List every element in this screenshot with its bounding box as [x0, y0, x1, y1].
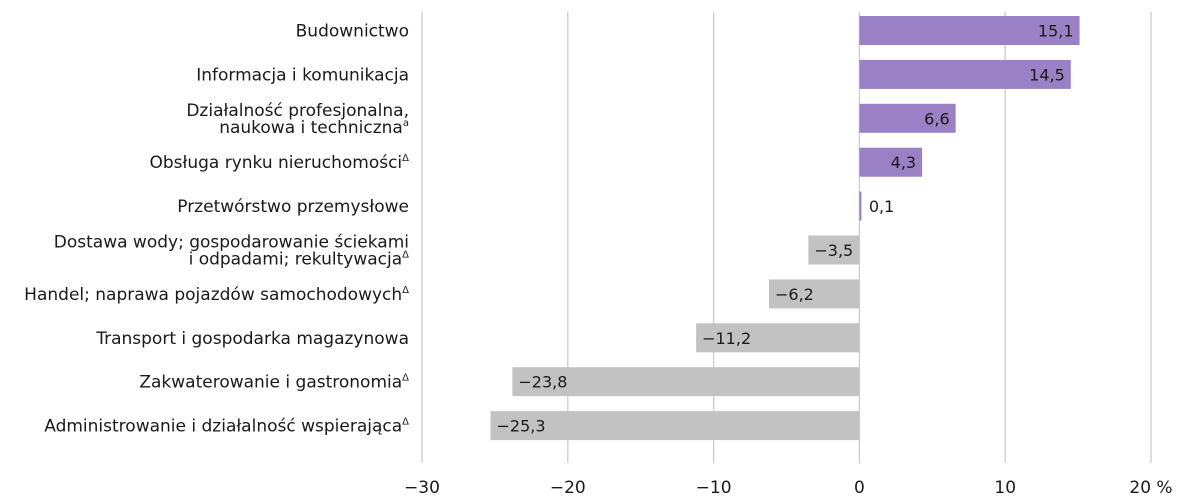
bars — [490, 16, 1080, 441]
category-label-line: Administrowanie i działalność wspierając… — [44, 417, 402, 437]
bar — [512, 367, 860, 397]
category-label: Działalność profesjonalna, naukowa i tech… — [186, 101, 409, 138]
bar — [490, 411, 860, 441]
category-label: Zakwaterowanie i gastronomiaΔ — [139, 373, 409, 393]
category-label-line: Handel; naprawa pojazdów samochodowych — [24, 285, 402, 305]
data-label: −25,3 — [497, 417, 546, 436]
category-footnote-mark: a — [403, 118, 409, 129]
category-label-line: Transport i gospodarka magazynowa — [95, 329, 409, 349]
data-label: −6,2 — [775, 285, 814, 304]
category-label: Informacja i komunikacja — [196, 65, 409, 85]
category-label-line: Zakwaterowanie i gastronomia — [139, 373, 402, 393]
category-label-line: naukowa i techniczna — [219, 118, 403, 138]
category-label-line: Działalność profesjonalna, — [186, 101, 409, 121]
category-label: Transport i gospodarka magazynowa — [95, 329, 409, 349]
bar — [808, 235, 860, 265]
category-label: Budownictwo — [296, 22, 409, 42]
data-label: 14,5 — [1029, 65, 1065, 84]
category-label-line: Obsługa rynku nieruchomości — [149, 153, 402, 173]
bar — [859, 103, 956, 133]
bar — [859, 147, 923, 177]
category-label-line: Dostawa wody; gospodarowanie ściekami — [54, 233, 409, 253]
category-footnote-mark: Δ — [402, 417, 409, 428]
bar — [859, 191, 862, 221]
category-label-line: Przetwórstwo przemysłowe — [177, 197, 409, 217]
bar — [859, 59, 1071, 89]
data-label: 6,6 — [924, 109, 949, 128]
x-tick-label: 0 — [854, 478, 865, 497]
x-tick-label: 10 — [994, 478, 1016, 497]
category-label-line: i odpadami; rekultywacja — [189, 250, 403, 270]
bar — [859, 16, 1080, 45]
category-footnote-mark: Δ — [402, 250, 409, 261]
bar — [769, 279, 860, 309]
category-footnote-mark: Δ — [402, 153, 409, 164]
bar — [696, 323, 860, 353]
data-label: −23,8 — [518, 373, 567, 392]
value-labels: 15,1 14,5 6,6 4,3 0,1 −3,5 −6,2 −11,2 −23,8 −25,3 — [497, 22, 1074, 436]
data-label: 4,3 — [891, 153, 916, 172]
x-tick-label: −20 — [550, 478, 586, 497]
category-footnote-mark: Δ — [402, 373, 409, 384]
category-label: Administrowanie i działalność wspierając… — [44, 417, 409, 437]
category-footnote-mark: Δ — [402, 285, 409, 296]
category-label-line: Budownictwo — [296, 22, 409, 42]
data-label: 15,1 — [1038, 22, 1074, 41]
category-label-line: Informacja i komunikacja — [196, 65, 409, 85]
category-label: Dostawa wody; gospodarowanie ściekami i o… — [54, 233, 409, 270]
category-label: Przetwórstwo przemysłowe — [177, 197, 409, 217]
x-tick-label: −30 — [404, 478, 440, 497]
x-axis-ticks: −30 −20 −10 0 10 20 % — [404, 478, 1173, 497]
x-tick-label: −10 — [696, 478, 732, 497]
category-label: Handel; naprawa pojazdów samochodowychΔ — [24, 285, 409, 305]
data-label: −11,2 — [702, 329, 751, 348]
x-tick-label: 20 % — [1129, 478, 1172, 497]
data-label: −3,5 — [814, 241, 853, 260]
category-labels: Budownictwo Informacja i komunikacja Dział… — [24, 22, 409, 437]
data-label: 0,1 — [869, 197, 894, 216]
category-label: Obsługa rynku nieruchomościΔ — [149, 153, 409, 173]
